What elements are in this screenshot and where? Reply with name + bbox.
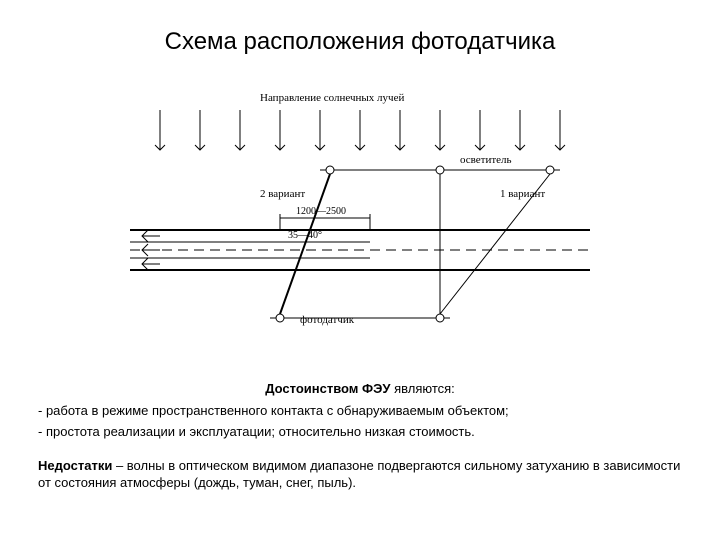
advantages-heading: Достоинством ФЭУ <box>265 381 390 396</box>
sun-rays-label: Направление солнечных лучей <box>260 92 404 104</box>
text-block: Достоинством ФЭУ являются: - работа в ре… <box>38 380 682 496</box>
disadvantages-heading: Недостатки <box>38 458 112 473</box>
illuminator-label: осветитель <box>460 154 512 166</box>
diagram: Направление солнечных лучей осветитель 2… <box>120 90 600 350</box>
advantages-heading-line: Достоинством ФЭУ являются: <box>38 380 682 398</box>
disadvantages-line: Недостатки – волны в оптическом видимом … <box>38 457 682 492</box>
page-title: Схема расположения фотодатчика <box>0 0 720 56</box>
advantages-line-1: - работа в режиме пространственного конт… <box>38 402 682 420</box>
dimension-label: 1200—2500 <box>296 206 346 217</box>
angle-label: 35—40° <box>288 230 322 241</box>
variant-1-label: 1 вариант <box>500 188 545 200</box>
diagram-svg <box>120 90 600 350</box>
photodetector-label: фотодатчик <box>300 314 354 326</box>
advantages-heading-after: являются: <box>390 381 454 396</box>
advantages-line-2: - простота реализации и эксплуатации; от… <box>38 423 682 441</box>
spacer <box>38 445 682 453</box>
variant-2-label: 2 вариант <box>260 188 305 200</box>
disadvantages-text: – волны в оптическом видимом диапазоне п… <box>38 458 680 491</box>
